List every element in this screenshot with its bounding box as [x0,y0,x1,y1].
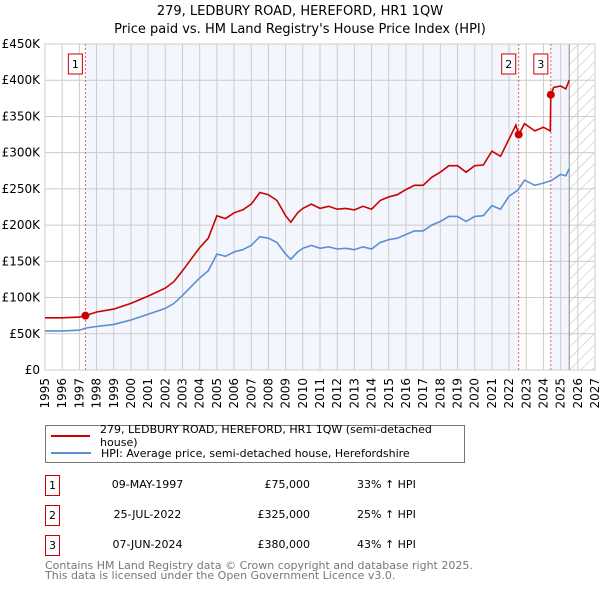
footer-line-2: This data is licensed under the Open Gov… [45,569,396,582]
x-tick-label: 2013 [347,378,361,409]
x-tick-label: 2004 [193,378,207,409]
transaction-price: £75,000 [264,478,311,491]
x-tick-label: 2001 [141,378,155,409]
y-tick-label: £0 [25,363,40,377]
forecast-hatch [569,44,595,370]
sale-label: 3 [537,58,544,71]
plot-border [44,43,596,371]
series-line [45,168,570,332]
legend-label-property: 279, LEDBURY ROAD, HEREFORD, HR1 1QW (se… [100,423,432,449]
x-tick-label: 2023 [519,378,533,409]
y-tick-label: £350K [2,109,42,123]
y-tick-label: £50K [9,327,41,341]
sale-point [546,90,555,99]
transaction-hpi: 25% ↑ HPI [357,508,416,521]
x-tick-label: 2011 [313,378,327,409]
legend-swatch-hpi [51,452,91,454]
legend-swatch-property [51,435,91,437]
x-tick-label: 2006 [227,378,241,409]
transaction-row: 3 07-JUN-2024 £380,000 43% ↑ HPI [45,535,465,556]
x-tick-label: 2009 [279,378,293,409]
y-tick-label: £150K [2,254,42,268]
transaction-date: 25-JUL-2022 [113,508,182,521]
x-tick-label: 2012 [330,378,344,409]
sale-label: 1 [72,58,79,71]
shaded-period [550,44,570,370]
footer-attribution: Contains HM Land Registry data © Crown c… [45,559,473,582]
y-tick-label: £450K [2,37,42,51]
transaction-hpi: 43% ↑ HPI [357,538,416,551]
y-tick-label: £100K [2,291,42,305]
transaction-marker: 1 [45,475,60,496]
x-tick-label: 1996 [55,378,69,409]
sale-label-box [533,53,549,75]
x-tick-label: 2008 [261,378,275,409]
transaction-date: 07-JUN-2024 [112,538,183,551]
x-tick-label: 2019 [451,378,465,409]
x-tick-label: 1999 [107,378,121,409]
sale-label-box [501,53,517,75]
transaction-date: 09-MAY-1997 [111,478,184,491]
x-tick-label: 2018 [433,378,447,409]
x-tick-label: 2007 [244,378,258,409]
y-tick-label: £400K [2,73,42,87]
x-tick-label: 2026 [571,378,585,409]
legend-label-hpi: HPI: Average price, semi-detached house,… [101,446,410,460]
x-tick-label: 2025 [554,378,568,409]
legend-item-hpi: HPI: Average price, semi-detached house,… [46,445,410,461]
y-tick-label: £250K [2,182,42,196]
x-tick-label: 2021 [485,378,499,409]
transaction-row: 2 25-JUL-2022 £325,000 25% ↑ HPI [45,505,465,526]
x-tick-label: 2016 [399,378,413,409]
x-tick-label: 2005 [210,378,224,409]
sale-label: 2 [505,58,512,71]
x-tick-label: 1997 [72,378,86,409]
x-tick-label: 1995 [38,378,52,409]
transaction-hpi: 33% ↑ HPI [357,478,416,491]
chart-title: 279, LEDBURY ROAD, HEREFORD, HR1 1QW [157,4,443,19]
series-line [45,79,570,319]
x-tick-label: 2003 [176,378,190,409]
x-tick-label: 2017 [416,378,430,409]
x-tick-label: 2015 [382,378,396,409]
x-tick-label: 1998 [90,378,104,409]
transaction-price: £325,000 [257,508,311,521]
x-tick-label: 2010 [296,378,310,409]
shaded-period [85,44,519,370]
x-tick-label: 2027 [588,378,600,409]
y-tick-label: £200K [2,218,42,232]
sale-point [81,311,90,320]
chart-subtitle: Price paid vs. HM Land Registry's House … [114,22,486,37]
transaction-marker: 2 [45,505,60,526]
legend-item-property: 279, LEDBURY ROAD, HEREFORD, HR1 1QW (se… [46,423,464,449]
transaction-marker: 3 [45,535,60,556]
legend: 279, LEDBURY ROAD, HEREFORD, HR1 1QW (se… [45,423,465,463]
x-tick-label: 2000 [124,378,138,409]
sale-point [514,130,523,139]
x-tick-label: 2002 [158,378,172,409]
transaction-row: 1 09-MAY-1997 £75,000 33% ↑ HPI [45,475,465,496]
x-tick-label: 2022 [502,378,516,409]
footer-line-1: Contains HM Land Registry data © Crown c… [45,559,473,572]
sale-label-box [67,53,83,75]
price-chart: 279, LEDBURY ROAD, HEREFORD, HR1 1QW Pri… [2,4,600,409]
x-tick-label: 2020 [468,378,482,409]
y-tick-label: £300K [2,146,42,160]
transaction-price: £380,000 [257,538,311,551]
x-tick-label: 2014 [365,378,379,409]
x-tick-label: 2024 [536,378,550,409]
